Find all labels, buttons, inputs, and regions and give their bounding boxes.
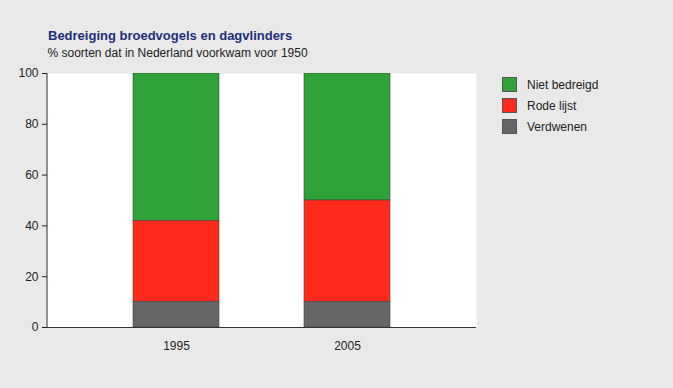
svg-text:100: 100 (18, 66, 38, 80)
svg-text:20: 20 (25, 270, 39, 284)
svg-text:80: 80 (25, 117, 39, 131)
svg-text:2005: 2005 (334, 339, 361, 353)
html-text:Bedreiging broedvogels en dagv: Bedreiging broedvogels en dagvlinders (48, 28, 293, 43)
svg-text:40: 40 (25, 219, 39, 233)
svg-text:1995: 1995 (163, 339, 190, 353)
html-text:Verdwenen: Verdwenen (527, 119, 587, 134)
svg-text:% soorten dat in Nederland voo: % soorten dat in Nederland voorkwam voor… (48, 46, 308, 60)
svg-text:0: 0 (32, 320, 39, 334)
html-text:Niet bedreigd: Niet bedreigd (527, 77, 599, 92)
html-text:Rode lijst: Rode lijst (527, 98, 577, 113)
svg-text:60: 60 (25, 168, 39, 182)
